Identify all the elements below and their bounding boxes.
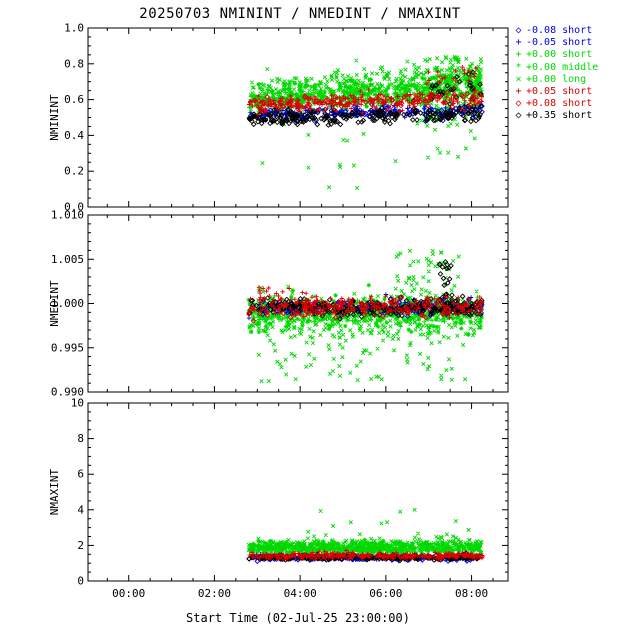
legend-item: + -0.05 short <box>513 37 598 49</box>
y-tick-label: 0.995 <box>51 341 84 354</box>
legend-label: +0.08 short <box>526 98 593 110</box>
plus-icon: + <box>515 37 522 49</box>
y-tick-label: 0.0 <box>64 201 84 214</box>
y-tick-label: 1.0 <box>64 22 84 35</box>
y-tick-label: 1.010 <box>51 209 84 222</box>
scatter-series <box>260 116 477 191</box>
legend-label: +0.00 short <box>526 49 593 61</box>
y-tick-label: 2 <box>77 539 84 552</box>
diamond-icon: ◇ <box>515 110 522 122</box>
legend-item: * +0.00 middle <box>513 62 598 74</box>
plot-area: 0.0 0.2 0.4 0.6 0.8 1.0 0.990 0.995 1.000 1.005 1.… <box>51 22 509 600</box>
y-axis-label-nminint: NMININT <box>48 94 61 141</box>
x-tick-label: 04:00 <box>284 587 317 600</box>
y-tick-label: 10 <box>71 397 84 410</box>
y-tick-label: 0.4 <box>64 129 84 142</box>
scatter-series <box>256 285 309 303</box>
plus-icon: + <box>515 86 522 98</box>
x-tick-label: 06:00 <box>369 587 402 600</box>
x-icon: × <box>515 73 522 85</box>
x-tick-label: 02:00 <box>198 587 231 600</box>
chart-title: 20250703 NMININT / NMEDINT / NMAXINT <box>139 6 461 22</box>
plus-icon: + <box>515 49 522 61</box>
panel-nmedint: 0.990 0.995 1.000 1.005 1.010 <box>51 209 509 399</box>
scatter-series <box>265 550 485 562</box>
legend-item: + +0.00 short <box>513 49 598 61</box>
legend: ◇ -0.08 short + -0.05 short + +0.00 short * +0.… <box>513 25 598 123</box>
legend-label: -0.08 short <box>526 25 593 36</box>
scatter-series <box>306 507 471 539</box>
scatter-series <box>246 98 484 128</box>
x-tick-label: 08:00 <box>455 587 488 600</box>
y-tick-label: 0.6 <box>64 93 84 106</box>
diamond-icon: ◇ <box>515 98 522 110</box>
asterisk-icon: * <box>515 61 522 73</box>
y-tick-label: 0 <box>77 575 84 588</box>
legend-label: +0.00 middle <box>526 61 599 73</box>
y-axis-label-nmaxint: NMAXINT <box>48 468 61 515</box>
y-axis-label-nmedint: NMEDINT <box>48 280 61 327</box>
legend-label: +0.05 short <box>526 86 593 98</box>
legend-item: ◇ -0.08 short <box>513 25 598 37</box>
legend-item: × +0.00 long <box>513 74 598 86</box>
x-tick-label: 00:00 <box>112 587 145 600</box>
y-tick-label: 0.990 <box>51 386 84 399</box>
y-tick-label: 1.000 <box>51 297 84 310</box>
y-tick-label: 0.2 <box>64 165 84 178</box>
y-tick-label: 6 <box>77 468 84 481</box>
scatter-series <box>247 89 484 115</box>
diamond-icon: ◇ <box>515 25 522 36</box>
x-axis-label: Start Time (02-Jul-25 23:00:00) <box>186 611 410 625</box>
scatter-series <box>246 293 485 320</box>
panel-nmaxint: 00:00 02:00 04:00 06:00 08:00 0 2 4 6 8 10 <box>71 397 509 600</box>
legend-label: +0.00 long <box>526 73 587 85</box>
legend-label: +0.35 short <box>526 110 593 122</box>
legend-item: + +0.05 short <box>513 86 598 98</box>
legend-item: ◇ +0.08 short <box>513 98 598 110</box>
scatter-series <box>246 294 484 324</box>
legend-label: -0.05 short <box>526 37 593 49</box>
panel-nminint: 0.0 0.2 0.4 0.6 0.8 1.0 <box>64 22 509 214</box>
scatter-series <box>256 332 468 384</box>
y-tick-label: 1.005 <box>51 253 84 266</box>
scatter-series <box>424 65 479 91</box>
y-tick-label: 4 <box>77 503 84 516</box>
y-tick-label: 8 <box>77 432 84 445</box>
legend-item: ◇ +0.35 short <box>513 110 598 122</box>
y-tick-label: 0.8 <box>64 57 84 70</box>
